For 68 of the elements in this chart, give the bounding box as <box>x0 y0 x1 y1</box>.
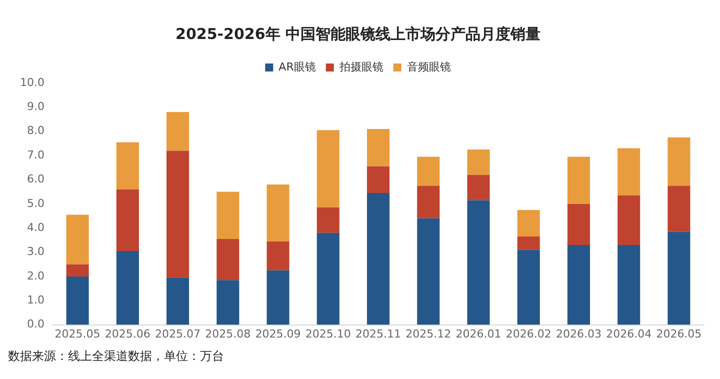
bar <box>66 264 89 276</box>
bar <box>567 245 590 325</box>
x-tick-label: 2026.02 <box>506 327 552 340</box>
bar <box>467 174 490 200</box>
y-tick-label: 7.0 <box>26 148 44 162</box>
bar <box>618 245 640 325</box>
x-tick-label: 2025.05 <box>54 327 100 340</box>
bar <box>366 166 390 194</box>
bar <box>166 278 190 325</box>
bar <box>166 150 190 278</box>
x-tick-label: 2026.03 <box>556 327 602 340</box>
bar <box>517 210 540 237</box>
legend-label: AR眼镜 <box>278 60 316 74</box>
x-tick-label: 2025.12 <box>406 327 452 340</box>
y-tick-label: 2.0 <box>26 269 44 282</box>
x-tick-label: 2025.06 <box>104 327 150 340</box>
bar <box>517 250 540 325</box>
bar <box>266 184 290 242</box>
bar <box>316 232 340 325</box>
x-tick-label: 2026.04 <box>606 327 652 340</box>
bar <box>567 156 590 204</box>
bar <box>567 204 590 246</box>
bar <box>467 200 490 325</box>
bar <box>467 149 490 175</box>
bar <box>116 189 139 252</box>
bar <box>668 232 690 325</box>
x-tick-label: 2025.09 <box>255 327 301 340</box>
bar <box>618 195 640 246</box>
x-tick-label: 2026.01 <box>456 327 502 340</box>
bar <box>417 156 440 186</box>
bar <box>266 241 290 270</box>
y-tick-label: 4.0 <box>26 220 44 234</box>
x-tick-label: 2025.11 <box>355 327 401 340</box>
y-tick-label: 9.0 <box>26 100 44 114</box>
bar <box>266 270 290 325</box>
bar <box>417 186 440 218</box>
bar <box>116 251 139 325</box>
y-tick-label: 3.0 <box>26 245 44 258</box>
x-tick-label: 2026.05 <box>656 327 702 340</box>
bar <box>417 218 440 325</box>
bar <box>316 130 340 208</box>
x-tick-label: 2025.08 <box>205 327 251 340</box>
bar <box>166 112 190 151</box>
x-tick-label: 2025.10 <box>305 327 351 340</box>
bar <box>66 276 89 325</box>
bar <box>668 137 690 186</box>
bar <box>366 193 390 325</box>
y-tick-label: 10.0 <box>20 76 44 89</box>
bar <box>116 142 139 190</box>
chart-title: 2025-2026年 中国智能眼镜线上市场分产品月度销量 <box>176 24 540 43</box>
legend-label: 拍摄眼镜 <box>338 60 384 74</box>
bar <box>517 236 540 250</box>
y-tick-label: 6.0 <box>26 172 44 186</box>
y-tick-label: 5.0 <box>26 196 44 210</box>
bar <box>618 148 640 196</box>
y-tick-label: 8.0 <box>26 124 44 138</box>
x-tick-label: 2025.07 <box>155 327 201 340</box>
bar <box>316 208 340 233</box>
bar <box>366 128 390 166</box>
y-tick-label: 0.0 <box>26 318 44 331</box>
source-note: 数据来源：线上全渠道数据，单位：万台 <box>8 348 225 365</box>
bar <box>216 280 240 325</box>
legend-label: 音频眼镜 <box>406 60 451 74</box>
bar <box>216 238 240 280</box>
y-tick-label: 1.0 <box>26 293 44 306</box>
bar <box>216 192 240 239</box>
bar <box>668 186 690 232</box>
bar <box>66 214 89 264</box>
